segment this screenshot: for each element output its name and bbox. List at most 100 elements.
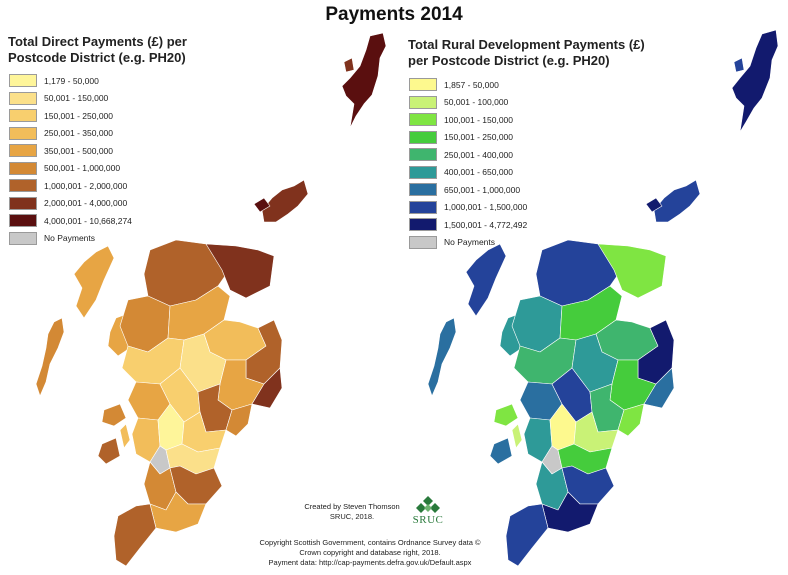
map-region-jura bbox=[511, 423, 523, 449]
map-region-galloway bbox=[113, 503, 157, 567]
legend-item: 1,500,001 - 4,772,492 bbox=[409, 216, 527, 234]
legend-swatch bbox=[409, 235, 437, 249]
legend-item: 250,001 - 350,000 bbox=[9, 125, 132, 143]
map-region-mull bbox=[493, 403, 519, 427]
map-region-mull bbox=[101, 403, 127, 427]
legend-swatch bbox=[9, 161, 37, 175]
legend-swatch bbox=[9, 196, 37, 210]
left-legend-title-line1: Total Direct Payments (£) per bbox=[8, 34, 187, 49]
map-region-orkney-2 bbox=[645, 197, 663, 213]
legend-label: 250,001 - 400,000 bbox=[444, 149, 514, 160]
page-title: Payments 2014 bbox=[325, 4, 463, 25]
left-legend: 1,179 - 50,000 50,001 - 150,000 150,001 - … bbox=[9, 72, 132, 247]
map-region-dumfries bbox=[541, 491, 599, 533]
legend-label: 100,001 - 150,000 bbox=[444, 114, 514, 125]
map-region-aberdeen-south bbox=[643, 367, 675, 409]
legend-label: 1,000,001 - 1,500,000 bbox=[444, 202, 528, 213]
legend-item: 400,001 - 650,000 bbox=[409, 164, 527, 182]
map-region-shetland-isle bbox=[733, 57, 745, 73]
legend-label: 150,001 - 250,000 bbox=[444, 132, 514, 143]
map-region-shetland-isle bbox=[343, 57, 355, 73]
map-region-caithness bbox=[597, 243, 667, 299]
map-region-dumfries bbox=[149, 491, 207, 533]
legend-swatch bbox=[409, 148, 437, 162]
legend-label: 1,857 - 50,000 bbox=[444, 79, 499, 90]
map-region-tayside bbox=[617, 403, 645, 437]
legend-item: 1,000,001 - 1,500,000 bbox=[409, 199, 527, 217]
legend-item: 100,001 - 150,000 bbox=[409, 111, 527, 129]
legend-label: 350,001 - 500,000 bbox=[44, 145, 114, 156]
legend-swatch bbox=[409, 78, 437, 92]
map-region-jura bbox=[119, 423, 131, 449]
map-region-uist bbox=[427, 317, 457, 397]
legend-swatch bbox=[9, 231, 37, 245]
map-region-lewis bbox=[465, 243, 507, 317]
legend-swatch bbox=[409, 130, 437, 144]
legend-swatch bbox=[409, 113, 437, 127]
copyright-line2: Crown copyright and database right, 2018… bbox=[299, 548, 441, 557]
legend-label: 50,001 - 100,000 bbox=[444, 97, 509, 108]
legend-item: 1,179 - 50,000 bbox=[9, 72, 132, 90]
legend-label: 50,001 - 150,000 bbox=[44, 93, 109, 104]
legend-label: 1,500,001 - 4,772,492 bbox=[444, 219, 528, 230]
map-region-islay bbox=[97, 437, 121, 465]
map-region-islay bbox=[489, 437, 513, 465]
legend-swatch bbox=[9, 126, 37, 140]
legend-item: 250,001 - 400,000 bbox=[409, 146, 527, 164]
sruc-diamond-logo-icon bbox=[416, 496, 440, 513]
legend-swatch bbox=[409, 165, 437, 179]
legend-item: No Payments bbox=[409, 234, 527, 252]
map-region-galloway bbox=[505, 503, 549, 567]
legend-label: 1,179 - 50,000 bbox=[44, 75, 99, 86]
legend-label: 150,001 - 250,000 bbox=[44, 110, 114, 121]
legend-label: 500,001 - 1,000,000 bbox=[44, 163, 121, 174]
legend-item: 1,000,001 - 2,000,000 bbox=[9, 177, 132, 195]
legend-label: 1,000,001 - 2,000,000 bbox=[44, 180, 128, 191]
map-region-uist bbox=[35, 317, 65, 397]
right-legend-title: Total Rural Development Payments (£) per… bbox=[408, 37, 645, 69]
legend-swatch bbox=[409, 95, 437, 109]
map-region-lewis bbox=[73, 245, 115, 319]
legend-swatch bbox=[9, 179, 37, 193]
credit-line2: SRUC, 2018. bbox=[329, 512, 375, 521]
credit-line1: Created by Steven Thomson bbox=[304, 502, 400, 511]
map-region-shetland bbox=[731, 29, 779, 133]
legend-item: 350,001 - 500,000 bbox=[9, 142, 132, 160]
map-region-orkney bbox=[653, 179, 701, 223]
legend-label: 2,000,001 - 4,000,000 bbox=[44, 198, 128, 209]
map-region-shetland bbox=[341, 32, 387, 129]
legend-label: No Payments bbox=[44, 233, 96, 244]
left-legend-title: Total Direct Payments (£) per Postcode D… bbox=[8, 34, 187, 66]
legend-item: 650,001 - 1,000,000 bbox=[409, 181, 527, 199]
legend-swatch bbox=[409, 183, 437, 197]
legend-item: 1,857 - 50,000 bbox=[409, 76, 527, 94]
copyright-notice: Copyright Scottish Government, contains … bbox=[220, 538, 520, 568]
copyright-line3: Payment data: http://cap-payments.defra.… bbox=[268, 558, 472, 567]
legend-item: 2,000,001 - 4,000,000 bbox=[9, 195, 132, 213]
legend-item: 50,001 - 100,000 bbox=[409, 94, 527, 112]
legend-item: 500,001 - 1,000,000 bbox=[9, 160, 132, 178]
map-region-orkney-2 bbox=[253, 197, 271, 213]
legend-label: 250,001 - 350,000 bbox=[44, 128, 114, 139]
legend-swatch bbox=[9, 91, 37, 105]
legend-swatch bbox=[409, 200, 437, 214]
legend-item: No Payments bbox=[9, 230, 132, 248]
legend-label: 400,001 - 650,000 bbox=[444, 167, 514, 178]
right-legend-title-line1: Total Rural Development Payments (£) bbox=[408, 37, 645, 52]
map-region-caithness bbox=[205, 243, 275, 299]
legend-swatch bbox=[409, 218, 437, 232]
copyright-line1: Copyright Scottish Government, contains … bbox=[259, 538, 481, 547]
legend-item: 150,001 - 250,000 bbox=[409, 129, 527, 147]
legend-label: No Payments bbox=[444, 237, 496, 248]
legend-swatch bbox=[9, 144, 37, 158]
legend-swatch bbox=[9, 109, 37, 123]
legend-item: 50,001 - 150,000 bbox=[9, 90, 132, 108]
map-region-tayside bbox=[225, 403, 253, 437]
map-region-aberdeen-south bbox=[251, 367, 283, 409]
legend-label: 4,000,001 - 10,668,274 bbox=[44, 215, 132, 226]
legend-label: 650,001 - 1,000,000 bbox=[444, 184, 521, 195]
right-legend: 1,857 - 50,000 50,001 - 100,000 100,001 - … bbox=[409, 76, 527, 251]
legend-swatch bbox=[9, 74, 37, 88]
